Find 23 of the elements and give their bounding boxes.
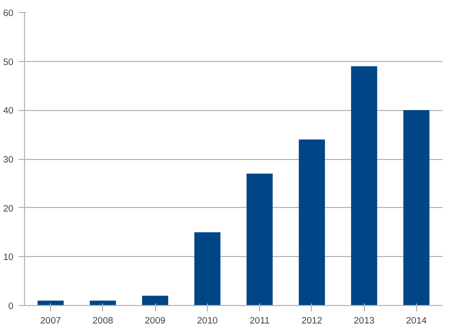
y-tick-label: 50 [3,56,14,67]
bar [38,300,64,306]
bar [246,174,273,306]
x-tick-label: 2008 [92,316,114,326]
y-tick-label: 0 [8,301,14,311]
y-tick-label: 60 [3,8,14,18]
x-tick-label: 2014 [406,316,427,326]
bar [298,139,325,306]
y-tick-label: 10 [3,252,14,262]
x-tick-label: 2012 [302,316,322,326]
bar [142,296,168,306]
y-tick-label: 40 [3,106,14,116]
x-tick-label: 2013 [354,316,375,326]
bar [351,66,378,306]
x-tick-label: 2007 [40,316,62,326]
bar [90,300,116,306]
x-tick-label: 2011 [250,316,270,326]
y-tick-label: 30 [3,154,14,164]
y-tick-label: 20 [3,203,14,214]
x-tick-label: 2010 [197,316,218,326]
bar [194,232,220,306]
x-tick-label: 2009 [144,316,166,326]
bar [403,110,430,306]
